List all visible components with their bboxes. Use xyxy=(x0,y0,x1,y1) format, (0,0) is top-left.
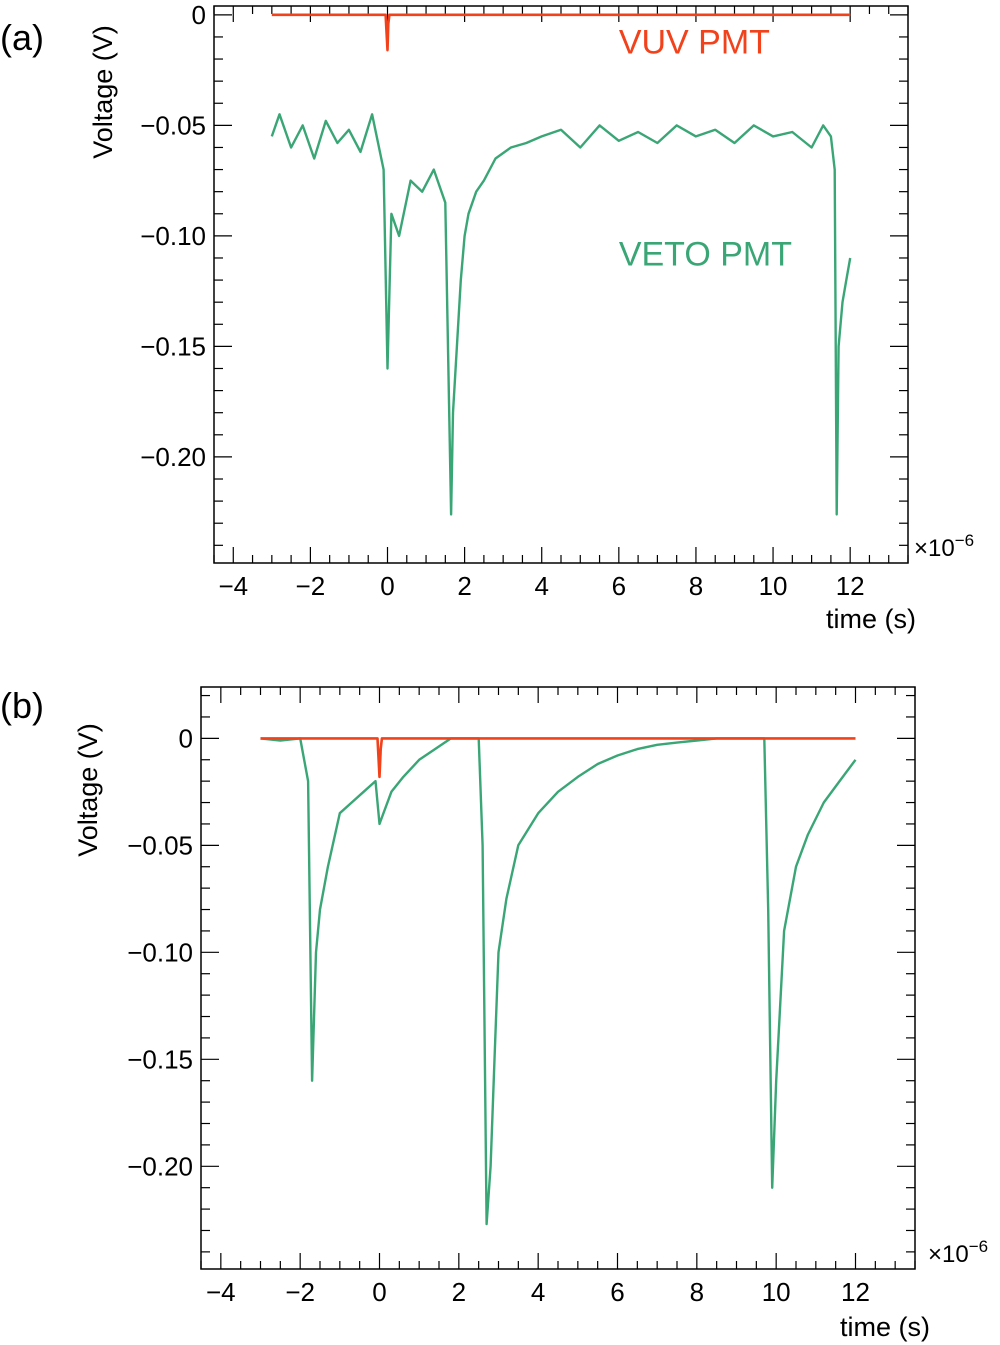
y-tick-label: −0.05 xyxy=(127,830,193,860)
x-tick-label: 4 xyxy=(531,1277,545,1307)
x-tick-label: 2 xyxy=(457,571,471,601)
panel-label: (a) xyxy=(0,17,44,58)
y-axis-title: Voltage (V) xyxy=(73,723,103,857)
x-tick-label: 10 xyxy=(759,571,788,601)
y-tick-label: 0 xyxy=(179,723,193,753)
chart-panel-b: −4 −2 0 2 4 6 8 10 12 0 −0.05 −0.10 −0.15 −0.20 time (… xyxy=(0,685,988,1342)
x-tick-label: 6 xyxy=(610,1277,624,1307)
y-tick-label: −0.15 xyxy=(140,331,206,361)
y-tick-label: −0.10 xyxy=(127,937,193,967)
plot-frame xyxy=(213,5,909,564)
x-multiplier: ×10 xyxy=(914,535,955,562)
x-tick-label: 10 xyxy=(762,1277,791,1307)
vuv-pmt-label: VUV PMT xyxy=(619,23,770,61)
panel-label: (b) xyxy=(0,685,44,726)
x-multiplier: ×10 xyxy=(928,1241,969,1268)
x-exponent: −6 xyxy=(969,1237,988,1256)
x-tick-label: 6 xyxy=(612,571,626,601)
y-tick-label: −0.20 xyxy=(127,1151,193,1181)
veto-pmt-trace-1 xyxy=(270,113,852,516)
x-tick-label: −4 xyxy=(206,1277,236,1307)
vuv-pmt-trace-0 xyxy=(271,13,851,52)
x-tick-label: 2 xyxy=(452,1277,466,1307)
y-axis-title: Voltage (V) xyxy=(88,25,118,159)
y-tick-label: −0.10 xyxy=(140,221,206,251)
x-tick-label: 8 xyxy=(690,1277,704,1307)
y-tick-label: −0.20 xyxy=(140,442,206,472)
x-tick-label: 12 xyxy=(841,1277,870,1307)
y-tick-label: −0.15 xyxy=(127,1044,193,1074)
x-tick-label: 12 xyxy=(836,571,865,601)
vuv-pmt-trace-0 xyxy=(260,737,856,779)
x-tick-label: 0 xyxy=(372,1277,386,1307)
veto-pmt-label: VETO PMT xyxy=(619,236,792,274)
x-tick-label: −2 xyxy=(285,1277,315,1307)
y-tick-label: 0 xyxy=(192,0,206,30)
y-tick-label: −0.05 xyxy=(140,110,206,140)
x-axis-title: time (s) xyxy=(826,604,916,634)
plot-frame xyxy=(200,686,916,1270)
x-tick-label: −4 xyxy=(218,571,248,601)
x-exponent-label: ×10−6 xyxy=(928,1237,988,1268)
x-tick-label: 8 xyxy=(689,571,703,601)
x-tick-label: 0 xyxy=(380,571,394,601)
x-exponent-label: ×10−6 xyxy=(914,531,974,562)
x-exponent: −6 xyxy=(955,531,974,550)
chart-panel-a: −4 −2 0 2 4 6 8 10 12 0 −0.05 −0.10 −0.15 −0.20 time (… xyxy=(0,0,974,634)
x-tick-label: 4 xyxy=(534,571,548,601)
x-tick-label: −2 xyxy=(296,571,326,601)
veto-pmt-trace-1 xyxy=(260,737,857,1226)
x-axis-title: time (s) xyxy=(840,1312,930,1342)
